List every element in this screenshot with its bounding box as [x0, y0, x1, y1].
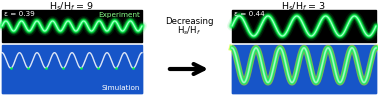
Bar	[232, 45, 376, 93]
Bar	[2, 10, 142, 42]
Text: Decreasing: Decreasing	[165, 16, 213, 26]
Text: ε = 0.39: ε = 0.39	[4, 12, 35, 17]
Text: Experiment: Experiment	[98, 12, 140, 17]
Bar	[2, 45, 142, 93]
Text: ε = 0.44: ε = 0.44	[234, 12, 265, 17]
Text: Simulation: Simulation	[102, 85, 140, 91]
Text: H$_s$/H$_f$ = 3: H$_s$/H$_f$ = 3	[281, 0, 327, 13]
Text: H$_s$/H$_f$ = 9: H$_s$/H$_f$ = 9	[50, 0, 94, 13]
Bar	[232, 10, 376, 42]
Text: H$_s$/H$_f$: H$_s$/H$_f$	[177, 25, 201, 37]
